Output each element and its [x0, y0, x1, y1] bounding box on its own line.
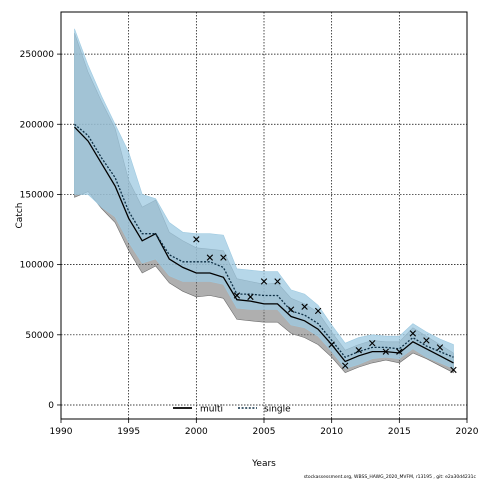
single-line — [74, 123, 454, 358]
observed-point — [423, 337, 430, 344]
footer-note: stockassessment.org, WBSS_HAWG_2020_MVFM… — [304, 474, 477, 480]
multi-line — [74, 126, 454, 364]
observed-point — [260, 278, 268, 285]
x-tick-label: 2010 — [320, 427, 343, 437]
x-tick-label: 1995 — [117, 427, 140, 437]
single-confidence-band — [74, 28, 454, 369]
observed-point — [193, 236, 200, 243]
observed-point — [233, 292, 241, 299]
observed-point — [287, 306, 295, 313]
legend-single-label: single — [264, 405, 291, 415]
observed-point — [409, 330, 417, 337]
x-tick-label: 2000 — [185, 427, 208, 437]
observed-point — [382, 348, 389, 355]
legend: multi single — [173, 405, 291, 415]
y-tick-label: 0 — [48, 401, 54, 411]
x-tick-label: 1990 — [50, 427, 73, 437]
y-tick-label: 150000 — [20, 190, 55, 200]
x-tick-label: 2015 — [388, 427, 411, 437]
observed-point — [450, 366, 457, 374]
observed-point — [355, 347, 362, 354]
observed-point — [274, 278, 281, 285]
observed-point — [342, 362, 349, 369]
observed-point — [247, 293, 254, 301]
observed-point — [220, 254, 227, 261]
y-axis-ticks: 0 50000 100000 150000 200000 250000 — [20, 50, 61, 411]
observed-point — [396, 348, 403, 355]
y-tick-label: 250000 — [20, 50, 55, 60]
x-axis-ticks: 1990 1995 2000 2005 2010 2015 2020 — [50, 419, 479, 437]
observed-point — [206, 254, 214, 261]
legend-multi-label: multi — [200, 405, 223, 415]
x-tick-label: 2005 — [253, 427, 276, 437]
observed-point — [314, 307, 322, 315]
observed-point — [369, 340, 376, 347]
observed-point — [301, 303, 308, 310]
observed-points — [193, 236, 457, 374]
y-axis-title: Catch — [15, 203, 25, 229]
observed-point — [328, 341, 335, 348]
y-tick-label: 100000 — [20, 261, 55, 271]
y-tick-label: 50000 — [25, 331, 54, 341]
y-tick-label: 200000 — [20, 120, 55, 130]
series-lines — [74, 123, 454, 364]
x-axis-title: Years — [251, 459, 276, 469]
confidence-bands — [74, 28, 454, 374]
observed-point — [436, 344, 444, 351]
x-tick-label: 2020 — [456, 427, 479, 437]
